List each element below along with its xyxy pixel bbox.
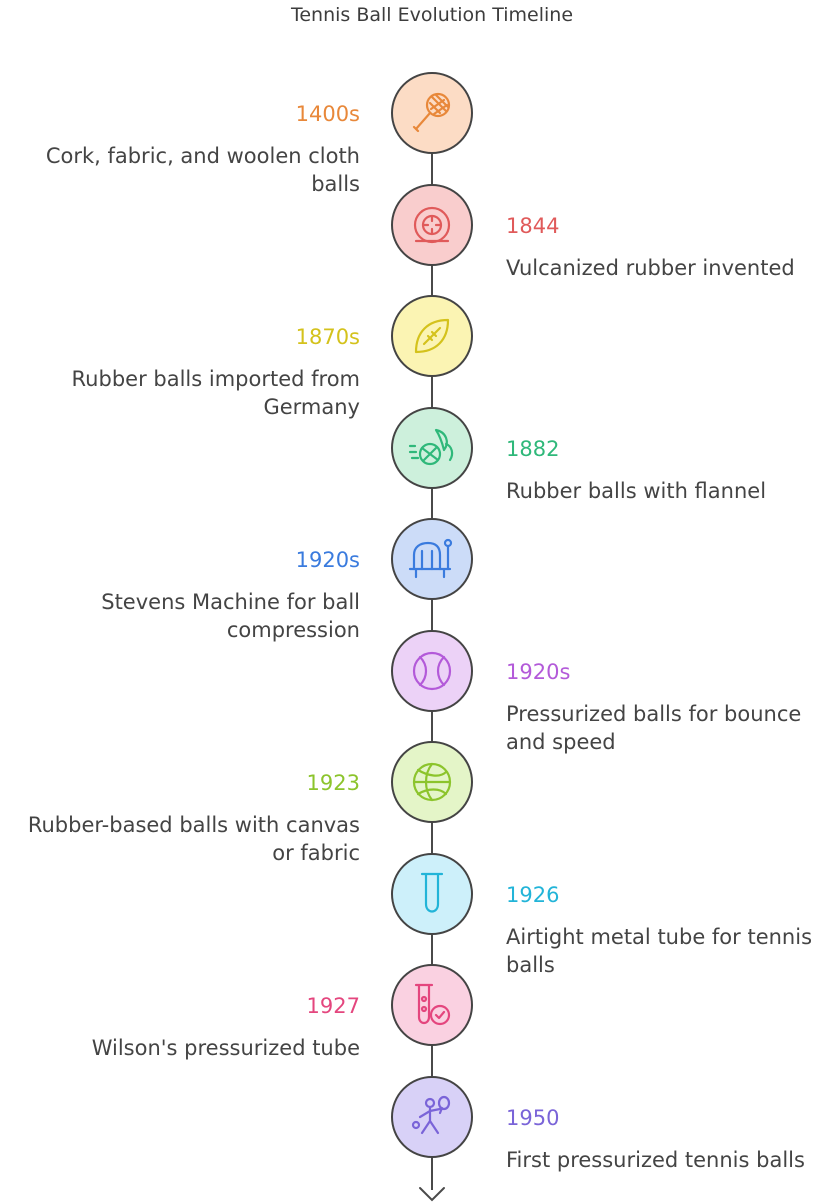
flying-ball-icon bbox=[408, 428, 454, 465]
timeline-node bbox=[391, 406, 473, 489]
timeline-node bbox=[391, 964, 473, 1046]
event-year: 1920s bbox=[506, 659, 571, 684]
event-description: Rubber balls imported from Germany bbox=[71, 367, 360, 419]
basketball-icon bbox=[412, 762, 452, 802]
timeline-event: 1923 Rubber-based balls with canvas or fa… bbox=[20, 769, 360, 867]
rubber-tire-icon bbox=[413, 206, 451, 243]
event-description: Rubber balls with flannel bbox=[506, 478, 767, 503]
timeline-node bbox=[391, 852, 473, 935]
event-year: 1950 bbox=[506, 1105, 560, 1130]
test-tube-icon bbox=[420, 872, 444, 913]
tube-check-icon bbox=[414, 983, 451, 1026]
timeline-node bbox=[391, 518, 473, 600]
timeline-node bbox=[391, 295, 473, 377]
event-year: 1926 bbox=[506, 882, 560, 907]
tennis-player-icon bbox=[411, 1095, 451, 1134]
timeline-event: 1926 Airtight metal tube for tennis balls bbox=[506, 881, 824, 979]
timeline-node bbox=[391, 741, 473, 823]
timeline-event: 1920s Stevens Machine for ball compressio… bbox=[20, 546, 360, 644]
timeline-event: 1920s Pressurized balls for bounce and sp… bbox=[506, 658, 824, 756]
event-description: Cork, fabric, and woolen cloth balls bbox=[45, 144, 360, 196]
event-year: 1927 bbox=[306, 994, 360, 1018]
timeline-node bbox=[391, 1075, 473, 1158]
event-year: 1870s bbox=[295, 325, 360, 349]
timeline-event: 1870s Rubber balls imported from Germany bbox=[20, 323, 360, 421]
timeline-node bbox=[391, 183, 473, 266]
page-title: Tennis Ball Evolution Timeline bbox=[290, 4, 574, 26]
event-description: Pressurized balls for bounce and speed bbox=[506, 701, 802, 754]
timeline-event: 1882 Rubber balls with flannel bbox=[506, 435, 824, 505]
event-description: Rubber-based balls with canvas or fabric bbox=[27, 813, 360, 865]
tennis-ball-icon bbox=[412, 651, 452, 690]
event-year: 1844 bbox=[506, 213, 560, 238]
event-description: Stevens Machine for ball compression bbox=[101, 590, 360, 642]
football-icon bbox=[414, 318, 450, 354]
compression-machine-icon bbox=[408, 538, 453, 579]
event-year: 1882 bbox=[506, 436, 560, 461]
event-year: 1400s bbox=[295, 102, 360, 126]
timeline-event: 1950 First pressurized tennis balls bbox=[506, 1104, 824, 1174]
event-year: 1923 bbox=[306, 771, 360, 795]
event-description: Vulcanized rubber invented bbox=[506, 255, 795, 280]
event-description: Airtight metal tube for tennis balls bbox=[506, 924, 813, 977]
timeline-node bbox=[391, 72, 473, 154]
timeline-node bbox=[391, 629, 473, 712]
timeline-event: 1400s Cork, fabric, and woolen cloth ball… bbox=[20, 100, 360, 198]
event-description: Wilson's pressurized tube bbox=[91, 1036, 360, 1060]
event-year: 1920s bbox=[295, 548, 360, 572]
tennis-racket-icon bbox=[412, 92, 451, 133]
timeline-event: 1927 Wilson's pressurized tube bbox=[20, 992, 360, 1062]
timeline-event: 1844 Vulcanized rubber invented bbox=[506, 212, 824, 282]
event-description: First pressurized tennis balls bbox=[506, 1147, 805, 1172]
